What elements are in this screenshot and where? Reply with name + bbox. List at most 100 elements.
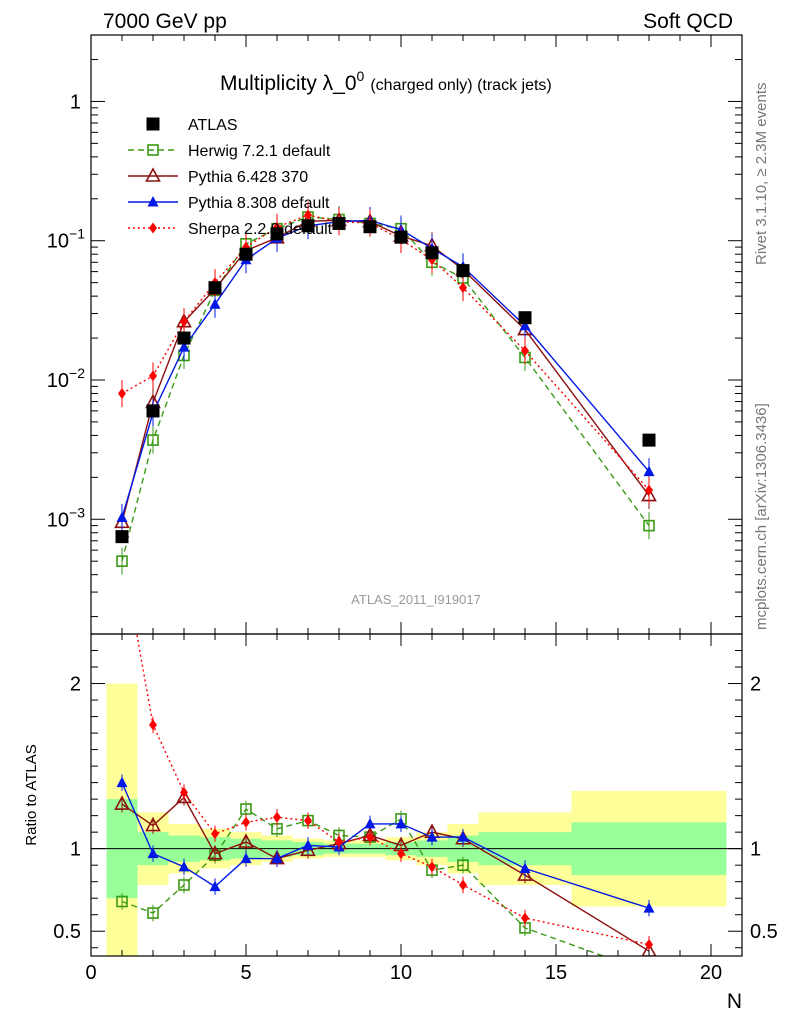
series-2-main-point (519, 319, 531, 331)
atlas-data-point (518, 311, 532, 325)
ratio-y-tick-label: 2 (70, 674, 81, 696)
series-2-ratio-point (147, 847, 159, 859)
ratio-y-tick-label-right: 2 (750, 674, 761, 696)
legend-marker (149, 222, 157, 234)
legend-marker (146, 117, 160, 131)
side-label-top: Rivet 3.1.10, ≥ 2.3M events (753, 83, 770, 266)
series-3-ratio-point (428, 861, 436, 873)
y-tick-label: 1 (70, 91, 81, 113)
atlas-data-point (208, 281, 222, 295)
x-tick-label: 5 (240, 962, 251, 984)
series-3-ratio-line (136, 634, 650, 946)
series-0-ratio-point (116, 895, 128, 908)
analysis-id: ATLAS_2011_I919017 (351, 592, 481, 607)
legend-entry: Pythia 6.428 370 (128, 167, 308, 186)
atlas-data-point (363, 220, 377, 234)
series-2-ratio-line (121, 782, 650, 909)
ratio-y-tick-label: 0.5 (53, 921, 81, 943)
legend-marker (145, 167, 161, 182)
title-superscript: 0 (357, 68, 365, 84)
series-1-ratio-point (207, 844, 223, 860)
series-3-main-point (645, 484, 653, 496)
atlas-data-point (332, 216, 346, 230)
y-tick-label: 10−1 (47, 226, 85, 253)
title-main: Multiplicity λ_0 (220, 72, 357, 95)
ratio-panel-series (114, 634, 657, 978)
series-3-ratio-point (521, 912, 529, 924)
ratio-y-tick-label-right: 1 (750, 839, 761, 861)
series-1-ratio-point (145, 816, 161, 832)
series-layer (114, 201, 657, 978)
series-2-ratio-point (209, 880, 221, 892)
series-0-main-point (643, 519, 655, 532)
series-2-ratio-point (643, 902, 655, 913)
legend-label: Pythia 8.308 default (188, 195, 330, 212)
x-tick-label: 20 (700, 962, 722, 984)
series-1-ratio-point (517, 866, 533, 881)
series-3-ratio-point (459, 879, 467, 891)
series-3-ratio-point (273, 811, 281, 823)
ratio-y-tick-label: 1 (70, 839, 81, 861)
series-1-ratio-point (641, 942, 657, 956)
plot-frames (90, 34, 743, 957)
series-3-ratio-point (242, 816, 250, 828)
series-3-ratio-point (335, 836, 343, 848)
series-3-ratio-point (304, 815, 312, 827)
legend-label: Herwig 7.2.1 default (188, 143, 331, 160)
series-0-ratio-point (644, 968, 654, 978)
series-3-main-point (118, 387, 126, 399)
legend-entry: Herwig 7.2.1 default (128, 143, 331, 160)
series-3-ratio-point (397, 848, 405, 860)
series-3-ratio-point (645, 938, 653, 950)
series-2-main-point (116, 511, 128, 522)
series-3-main-point (459, 282, 467, 294)
legend-label: ATLAS (188, 117, 238, 134)
x-tick-label: 15 (545, 962, 567, 984)
side-label-bottom: mcplots.cern.ch [arXiv:1306.3436] (753, 403, 770, 630)
main-panel-series (114, 201, 657, 575)
series-2-ratio-point (395, 817, 407, 829)
header-right: Soft QCD (643, 10, 733, 33)
atlas-data-point (239, 247, 253, 261)
series-3-ratio-point (149, 719, 157, 731)
y-tick-label: 10−2 (47, 365, 85, 392)
legend-label: Pythia 6.428 370 (188, 169, 308, 186)
x-tick-label: 10 (390, 962, 412, 984)
legend: ATLAS Herwig 7.2.1 default Pythia 6.428 37… (128, 117, 333, 238)
series-2-ratio-point (178, 860, 190, 872)
series-2-ratio-point (364, 817, 376, 829)
legend-marker (147, 144, 159, 156)
ratio-panel-frame (90, 633, 743, 957)
legend-entry: ATLAS (146, 117, 238, 134)
header-left: 7000 GeV pp (103, 10, 227, 33)
ratio-y-axis-label: Ratio to ATLAS (23, 744, 40, 845)
atlas-data-point (270, 227, 284, 241)
axis-ticks: 0 5 10 15 20 10−3 10−2 10−1 1 0.5 0.5 1 1 2 2 (47, 34, 778, 984)
series-2-ratio-point (426, 831, 438, 842)
series-2-main-point (209, 298, 221, 309)
series-2-ratio-point (457, 831, 469, 842)
series-2-main-line (121, 219, 650, 518)
series-2-main-point (643, 465, 655, 477)
x-axis-label: N (727, 990, 742, 1013)
series-2-ratio-point (116, 776, 128, 788)
x-tick-label: 0 (85, 962, 96, 984)
legend-entry: Pythia 8.308 default (128, 195, 330, 212)
series-3-ratio-point (180, 787, 188, 799)
series-0-main-point (116, 555, 128, 567)
series-2-ratio-point (240, 852, 252, 864)
series-1-ratio-point (238, 833, 254, 848)
atlas-data-point (301, 219, 315, 233)
atlas-data-point (394, 230, 408, 244)
series-3-ratio-point (366, 831, 374, 843)
series-2-main-point (178, 341, 190, 352)
title-suffix: (charged only) (track jets) (370, 77, 551, 94)
series-0-ratio-point (457, 859, 469, 871)
series-3-main-point (304, 209, 312, 221)
chart-title: Multiplicity λ_00 (charged only) (track j… (220, 68, 552, 95)
atlas-data-point (642, 433, 656, 447)
series-3-main-point (521, 345, 529, 357)
atlas-data-point (146, 404, 160, 418)
series-3-main-point (149, 370, 157, 382)
series-2-ratio-point (519, 862, 531, 873)
